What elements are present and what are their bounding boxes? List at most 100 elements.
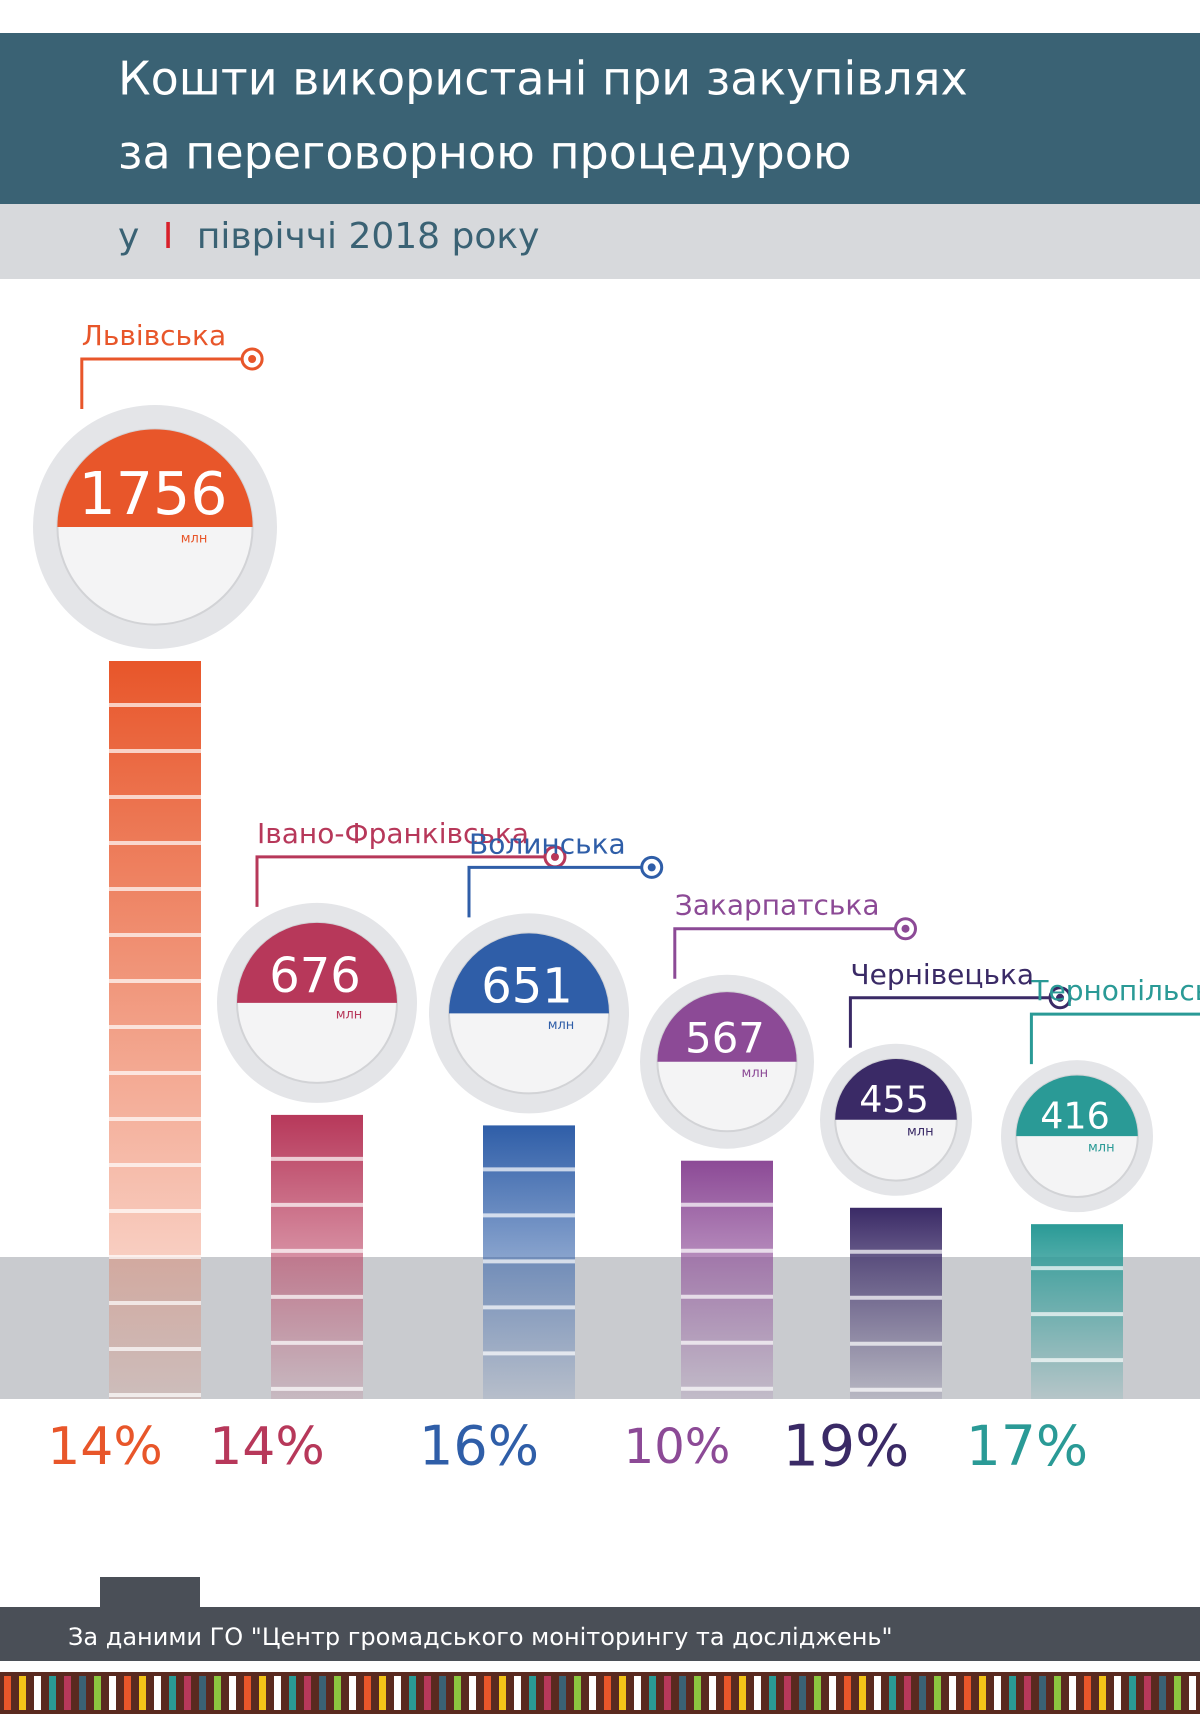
stripe (1114, 1676, 1121, 1710)
unit: млн (181, 532, 208, 547)
stripe (739, 1676, 746, 1710)
stripe (679, 1676, 686, 1710)
stripe (1129, 1676, 1136, 1710)
unit: млн (336, 1007, 363, 1022)
leader-dot-core (248, 355, 257, 363)
leader-line (255, 855, 547, 907)
stripe (964, 1676, 971, 1710)
stripe (859, 1676, 866, 1710)
stripe (1009, 1676, 1016, 1710)
stripe (544, 1676, 551, 1710)
stripe (34, 1676, 41, 1710)
stripe (709, 1676, 716, 1710)
stripe (754, 1676, 761, 1710)
stripe (214, 1676, 221, 1710)
subtitle-part: півріччі 2018 року (197, 216, 540, 257)
stripe-bg (0, 1672, 1200, 1714)
stripe (1054, 1676, 1061, 1710)
stripe (184, 1676, 191, 1710)
stripe (889, 1676, 896, 1710)
footer-tab (100, 1577, 200, 1607)
bubble-value: 416 (1040, 1094, 1110, 1137)
stripe (199, 1676, 206, 1710)
region-label: Закарпатська (675, 889, 880, 922)
bubble-value: 567 (685, 1013, 765, 1062)
column (850, 1207, 942, 1399)
header-band (0, 33, 1200, 204)
stripe (259, 1676, 266, 1710)
stripe (379, 1676, 386, 1710)
leader-line (467, 865, 644, 918)
share-label: 14% (209, 1417, 325, 1477)
stripe (1174, 1676, 1181, 1710)
stripe (604, 1676, 611, 1710)
stripe (664, 1676, 671, 1710)
region-label: Тернопільська (1030, 974, 1200, 1007)
stripe (94, 1676, 101, 1710)
stripe (49, 1676, 56, 1710)
stripe (229, 1676, 236, 1710)
leader-line (848, 996, 1053, 1048)
stripe (19, 1676, 26, 1710)
column (109, 661, 201, 1399)
stripe (874, 1676, 881, 1710)
stripe (1189, 1676, 1196, 1710)
share-label: 16% (419, 1415, 539, 1478)
leader-dot-core (647, 863, 656, 872)
stripe (139, 1676, 146, 1710)
stripe (409, 1676, 416, 1710)
stripe (469, 1676, 476, 1710)
stripe (1099, 1676, 1106, 1710)
stripe (1084, 1676, 1091, 1710)
stripe (769, 1676, 776, 1710)
stripe (124, 1676, 131, 1710)
leader-line (673, 927, 898, 979)
stripe (529, 1676, 536, 1710)
stripe (784, 1676, 791, 1710)
share-label: 19% (783, 1414, 910, 1480)
share-label: 10% (624, 1419, 731, 1475)
bubble-value: 651 (481, 958, 573, 1014)
stripe (814, 1676, 821, 1710)
column (1031, 1224, 1123, 1399)
leader-dot-core (901, 924, 910, 933)
source: За даними ГО "Центр громадського монітор… (68, 1623, 893, 1651)
unit: млн (548, 1018, 575, 1033)
stripe (694, 1676, 701, 1710)
stripe (424, 1676, 431, 1710)
stripe-border (0, 1672, 1200, 1714)
stripe (1159, 1676, 1166, 1710)
subtitle-part: І (163, 216, 174, 257)
stripe (484, 1676, 491, 1710)
stripe (949, 1676, 956, 1710)
stripe (904, 1676, 911, 1710)
stripe (559, 1676, 566, 1710)
stripe (799, 1676, 806, 1710)
leader-dot-core (1056, 993, 1065, 1002)
stripe (79, 1676, 86, 1710)
stripe (364, 1676, 371, 1710)
bubble-cap (835, 1059, 957, 1120)
region-label: Чернівецька (850, 958, 1034, 991)
stripe (394, 1676, 401, 1710)
column (271, 1114, 363, 1399)
stripe (649, 1676, 656, 1710)
stripe (109, 1676, 116, 1710)
stripe (244, 1676, 251, 1710)
stripe (499, 1676, 506, 1710)
stripe (1024, 1676, 1031, 1710)
column (681, 1160, 773, 1399)
region-label: Івано-Франківська (257, 817, 529, 850)
stripe (844, 1676, 851, 1710)
stripe (829, 1676, 836, 1710)
stripe (154, 1676, 161, 1710)
stripe (919, 1676, 926, 1710)
bubble-cap (657, 992, 797, 1062)
stripe (349, 1676, 356, 1710)
footer-band (0, 1607, 1200, 1661)
bubble-value: 455 (859, 1078, 929, 1121)
title-line: за переговорною процедурою (118, 126, 852, 180)
bubble-cap (237, 922, 397, 1003)
stripe (574, 1676, 581, 1710)
